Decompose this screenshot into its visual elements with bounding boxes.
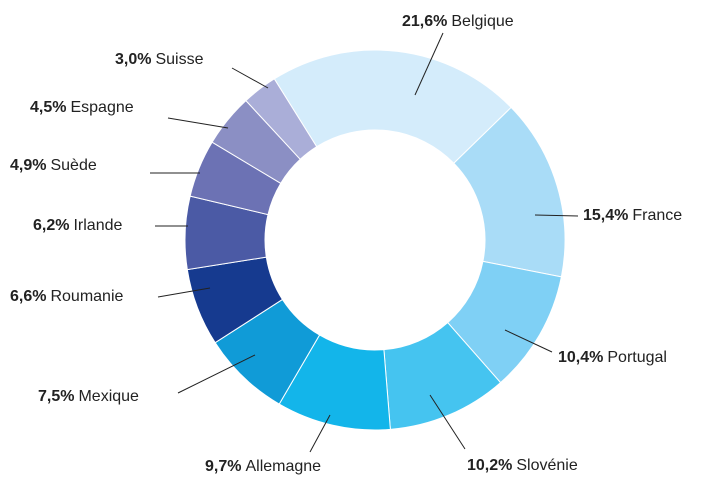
data-label: 21,6% Belgique (402, 13, 514, 30)
value-label: 4,9% (10, 157, 46, 174)
category-label: Allemagne (245, 458, 321, 475)
leader-line (429, 394, 466, 450)
category-label: Portugal (607, 349, 667, 366)
leader-line (534, 214, 579, 217)
leader-line (177, 354, 256, 394)
data-label: 9,7% Allemagne (205, 458, 321, 475)
data-label: 3,0% Suisse (115, 51, 204, 68)
data-label: 6,2% Irlande (33, 217, 122, 234)
category-label: Roumanie (50, 288, 123, 305)
value-label: 4,5% (30, 99, 66, 116)
value-label: 6,6% (10, 288, 46, 305)
slice (245, 78, 318, 160)
value-label: 6,2% (33, 217, 69, 234)
leader-line (231, 67, 269, 89)
value-label: 7,5% (38, 388, 74, 405)
value-label: 10,2% (467, 457, 512, 474)
category-label: Irlande (73, 217, 122, 234)
category-label: France (632, 207, 682, 224)
data-label: 6,6% Roumanie (10, 288, 124, 305)
leader-line (414, 32, 444, 96)
leader-line (167, 117, 229, 129)
value-label: 3,0% (115, 51, 151, 68)
category-label: Suisse (155, 51, 203, 68)
value-label: 10,4% (558, 349, 603, 366)
data-label: 4,9% Suède (10, 157, 97, 174)
value-label: 15,4% (583, 207, 628, 224)
value-label: 21,6% (402, 13, 447, 30)
leader-line (157, 287, 211, 298)
category-label: Belgique (451, 13, 513, 30)
category-label: Suède (50, 157, 96, 174)
leader-line (504, 329, 553, 353)
category-label: Espagne (70, 99, 133, 116)
data-label: 7,5% Mexique (38, 388, 139, 405)
slice (273, 49, 512, 164)
data-label: 4,5% Espagne (30, 99, 134, 116)
data-label: 10,2% Slovénie (467, 457, 578, 474)
leader-line (309, 414, 331, 453)
category-label: Slovénie (516, 457, 577, 474)
data-label: 15,4% France (583, 207, 682, 224)
category-label: Mexique (78, 388, 139, 405)
value-label: 9,7% (205, 458, 241, 475)
data-label: 10,4% Portugal (558, 349, 667, 366)
